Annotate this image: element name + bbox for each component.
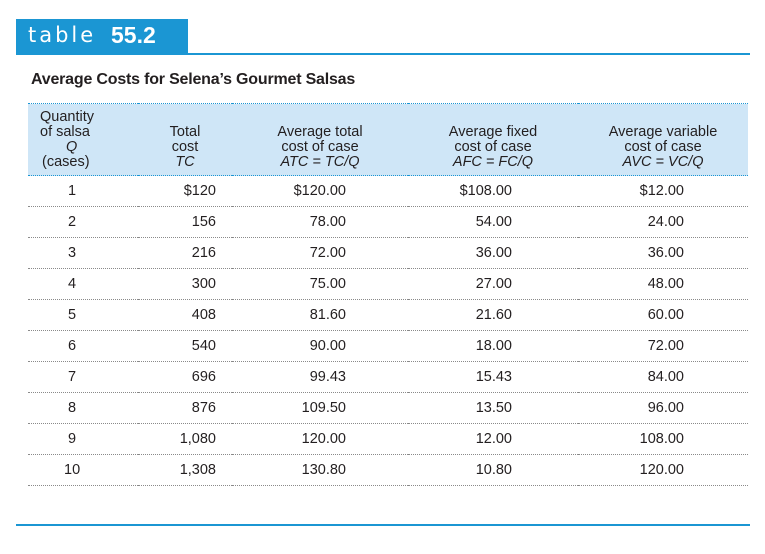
header-quantity-symbol: Q	[66, 139, 78, 155]
cell-average-fixed-cost: 36.00	[408, 237, 578, 269]
cell-average-total-cost: 109.50	[232, 392, 408, 424]
table-number-tag: table 55.2	[16, 19, 188, 54]
cell-quantity: 5	[28, 299, 138, 331]
cell-average-variable-cost: $12.00	[578, 175, 748, 207]
header-quantity-unit: (cases)	[42, 154, 90, 170]
table-row: 9 1,080 120.00 12.00 108.00	[28, 423, 748, 455]
header-avc-line2: cost of case	[624, 139, 702, 155]
cell-average-total-cost: 130.80	[232, 454, 408, 486]
table-tag-number: 55.2	[111, 22, 156, 48]
header-quantity-line2: of salsa	[40, 124, 90, 140]
bottom-rule	[16, 524, 750, 526]
header-afc-line1: Average fixed	[448, 124, 538, 140]
cell-average-variable-cost: 120.00	[578, 454, 748, 486]
cell-average-total-cost: 78.00	[232, 206, 408, 238]
cell-total-cost: 156	[138, 206, 232, 238]
cell-quantity: 6	[28, 330, 138, 362]
cell-quantity: 9	[28, 423, 138, 455]
cell-quantity: 2	[28, 206, 138, 238]
table-row: 8 876 109.50 13.50 96.00	[28, 392, 748, 424]
cell-total-cost: 216	[138, 237, 232, 269]
cell-average-fixed-cost: 13.50	[408, 392, 578, 424]
table-row: 1 $120 $120.00 $108.00 $12.00	[28, 175, 748, 207]
cell-total-cost: 540	[138, 330, 232, 362]
header-atc-line2: cost of case	[281, 139, 359, 155]
table-row: 6 540 90.00 18.00 72.00	[28, 330, 748, 362]
cell-average-variable-cost: 24.00	[578, 206, 748, 238]
header-quantity: Quantity of salsa Q (cases)	[28, 103, 138, 176]
cell-average-fixed-cost: 12.00	[408, 423, 578, 455]
header-total-cost-line1: Total	[169, 124, 201, 140]
table-row: 3 216 72.00 36.00 36.00	[28, 237, 748, 269]
cell-average-fixed-cost: $108.00	[408, 175, 578, 207]
cell-average-total-cost: 75.00	[232, 268, 408, 300]
cell-average-variable-cost: 60.00	[578, 299, 748, 331]
cell-average-fixed-cost: 21.60	[408, 299, 578, 331]
header-afc-formula: AFC = FC/Q	[452, 154, 534, 170]
header-average-total-cost: Average total cost of case ATC = TC/Q	[232, 103, 408, 176]
table-row: 2 156 78.00 54.00 24.00	[28, 206, 748, 238]
top-rule	[16, 53, 750, 55]
cell-average-fixed-cost: 15.43	[408, 361, 578, 393]
header-total-cost-line2: cost	[171, 139, 199, 155]
cell-total-cost: 1,080	[138, 423, 232, 455]
header-row: Quantity of salsa Q (cases) Total cost T…	[28, 103, 748, 176]
table-row: 4 300 75.00 27.00 48.00	[28, 268, 748, 300]
cell-average-variable-cost: 72.00	[578, 330, 748, 362]
cell-average-variable-cost: 108.00	[578, 423, 748, 455]
cell-average-total-cost: $120.00	[232, 175, 408, 207]
cell-quantity: 1	[28, 175, 138, 207]
header-afc-line2: cost of case	[454, 139, 532, 155]
cell-average-fixed-cost: 54.00	[408, 206, 578, 238]
table-tag-word: table	[28, 23, 97, 47]
table-row: 10 1,308 130.80 10.80 120.00	[28, 454, 748, 486]
header-atc-formula: ATC = TC/Q	[280, 154, 360, 170]
header-atc-line1: Average total	[277, 124, 363, 140]
cell-average-total-cost: 99.43	[232, 361, 408, 393]
cost-table: Quantity of salsa Q (cases) Total cost T…	[28, 103, 748, 486]
cell-quantity: 10	[28, 454, 138, 486]
cell-average-fixed-cost: 27.00	[408, 268, 578, 300]
header-total-cost-symbol: TC	[175, 154, 195, 170]
cell-total-cost: 408	[138, 299, 232, 331]
cell-quantity: 7	[28, 361, 138, 393]
header-average-variable-cost: Average variable cost of case AVC = VC/Q	[578, 103, 748, 176]
cell-total-cost: $120	[138, 175, 232, 207]
cell-total-cost: 876	[138, 392, 232, 424]
table-row: 7 696 99.43 15.43 84.00	[28, 361, 748, 393]
cost-table-container: Quantity of salsa Q (cases) Total cost T…	[28, 103, 748, 486]
cell-average-total-cost: 120.00	[232, 423, 408, 455]
cell-average-total-cost: 90.00	[232, 330, 408, 362]
cell-average-variable-cost: 36.00	[578, 237, 748, 269]
cell-total-cost: 1,308	[138, 454, 232, 486]
cell-average-fixed-cost: 10.80	[408, 454, 578, 486]
cell-quantity: 3	[28, 237, 138, 269]
header-avc-formula: AVC = VC/Q	[622, 154, 704, 170]
cell-average-variable-cost: 96.00	[578, 392, 748, 424]
cell-average-total-cost: 81.60	[232, 299, 408, 331]
table-row: 5 408 81.60 21.60 60.00	[28, 299, 748, 331]
header-total-cost: Total cost TC	[138, 103, 232, 176]
header-avc-line1: Average variable	[608, 124, 718, 140]
cell-total-cost: 696	[138, 361, 232, 393]
cell-quantity: 8	[28, 392, 138, 424]
header-quantity-line1: Quantity	[40, 109, 94, 125]
cell-total-cost: 300	[138, 268, 232, 300]
table-caption: Average Costs for Selena’s Gourmet Salsa…	[31, 71, 356, 88]
cell-quantity: 4	[28, 268, 138, 300]
cell-average-variable-cost: 84.00	[578, 361, 748, 393]
cell-average-variable-cost: 48.00	[578, 268, 748, 300]
cell-average-total-cost: 72.00	[232, 237, 408, 269]
header-average-fixed-cost: Average fixed cost of case AFC = FC/Q	[408, 103, 578, 176]
cell-average-fixed-cost: 18.00	[408, 330, 578, 362]
